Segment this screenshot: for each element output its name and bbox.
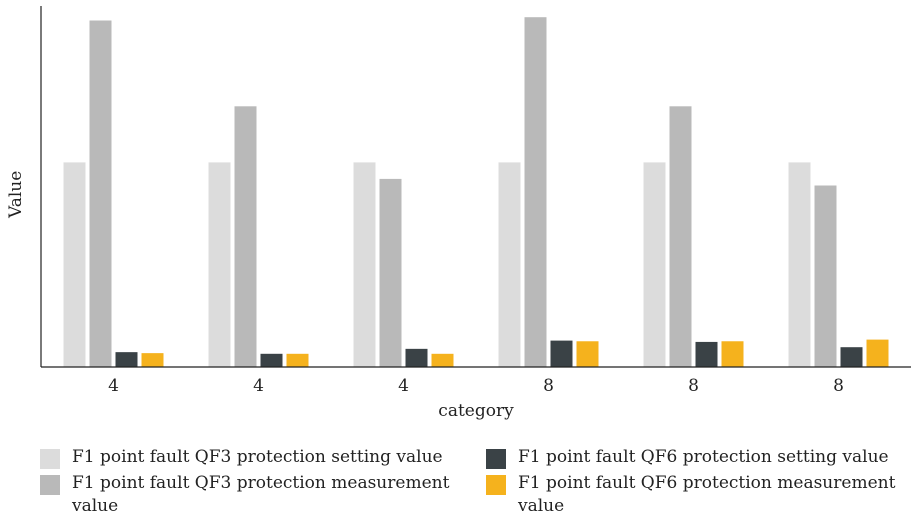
legend: F1 point fault QF3 protection setting va… xyxy=(0,440,919,522)
x-axis-title: category xyxy=(438,401,514,421)
bar-s1-c4 xyxy=(498,162,521,367)
legend-swatch-qf6-setting xyxy=(486,449,506,469)
bar-s1-c3 xyxy=(353,162,376,367)
bar-s2-c3 xyxy=(379,178,402,367)
bar-s4-c3 xyxy=(431,353,454,367)
bar-s3-c6 xyxy=(840,347,863,367)
x-tick-label: 4 xyxy=(253,376,264,396)
x-tick-label: 8 xyxy=(688,376,699,396)
bar-s3-c2 xyxy=(260,353,283,367)
x-tick-labels: 4 4 4 8 8 8 xyxy=(108,376,844,396)
bar-s4-c6 xyxy=(866,339,889,367)
x-tick-label: 4 xyxy=(398,376,409,396)
legend-label-qf3-measurement: F1 point fault QF3 protection measuremen… xyxy=(72,473,450,516)
legend-item-qf6-setting: F1 point fault QF6 protection setting va… xyxy=(486,446,906,469)
legend-item-qf3-measurement: F1 point fault QF3 protection measuremen… xyxy=(40,472,450,518)
bar-s2-c4 xyxy=(524,17,547,367)
legend-swatch-qf3-setting xyxy=(40,449,60,469)
bar-s2-c2 xyxy=(234,106,257,368)
x-tick-label: 8 xyxy=(543,376,554,396)
bar-s4-c5 xyxy=(721,341,744,367)
bar-s1-c1 xyxy=(63,162,86,367)
bar-s1-c6 xyxy=(788,162,811,367)
legend-item-qf6-measurement: F1 point fault QF6 protection measuremen… xyxy=(486,472,896,518)
bar-s4-c1 xyxy=(141,353,164,367)
legend-item-qf3-setting: F1 point fault QF3 protection setting va… xyxy=(40,446,450,469)
x-tick-label: 8 xyxy=(833,376,844,396)
bar-s4-c4 xyxy=(576,341,599,367)
bar-chart: 4 4 4 8 8 8 category xyxy=(40,6,911,421)
bar-s2-c6 xyxy=(814,185,837,367)
legend-label-qf6-setting: F1 point fault QF6 protection setting va… xyxy=(518,447,889,467)
bar-s2-c1 xyxy=(89,20,112,367)
bar-s3-c1 xyxy=(115,352,138,367)
legend-swatch-qf6-measurement xyxy=(486,475,506,495)
y-axis-title: Value xyxy=(6,170,26,218)
bar-s4-c2 xyxy=(286,353,309,367)
y-axis-title-wrap: Value xyxy=(2,148,32,228)
bar-s1-c2 xyxy=(208,162,231,367)
legend-label-qf6-measurement: F1 point fault QF6 protection measuremen… xyxy=(518,473,896,516)
bar-s2-c5 xyxy=(669,106,692,368)
bar-s3-c4 xyxy=(550,340,573,367)
bar-s3-c5 xyxy=(695,341,718,367)
bar-s3-c3 xyxy=(405,348,428,367)
legend-label-qf3-setting: F1 point fault QF3 protection setting va… xyxy=(72,447,443,467)
bar-s1-c5 xyxy=(643,162,666,367)
x-tick-label: 4 xyxy=(108,376,119,396)
legend-swatch-qf3-measurement xyxy=(40,475,60,495)
bars-group xyxy=(63,17,889,368)
